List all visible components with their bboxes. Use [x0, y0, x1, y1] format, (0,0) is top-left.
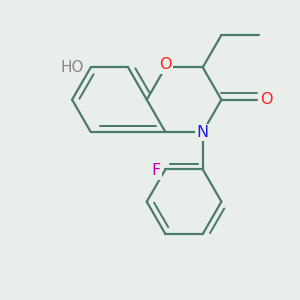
Text: F: F: [151, 164, 160, 178]
Text: HO: HO: [61, 60, 84, 75]
Text: N: N: [197, 125, 209, 140]
Text: O: O: [260, 92, 272, 107]
Text: O: O: [159, 57, 172, 72]
